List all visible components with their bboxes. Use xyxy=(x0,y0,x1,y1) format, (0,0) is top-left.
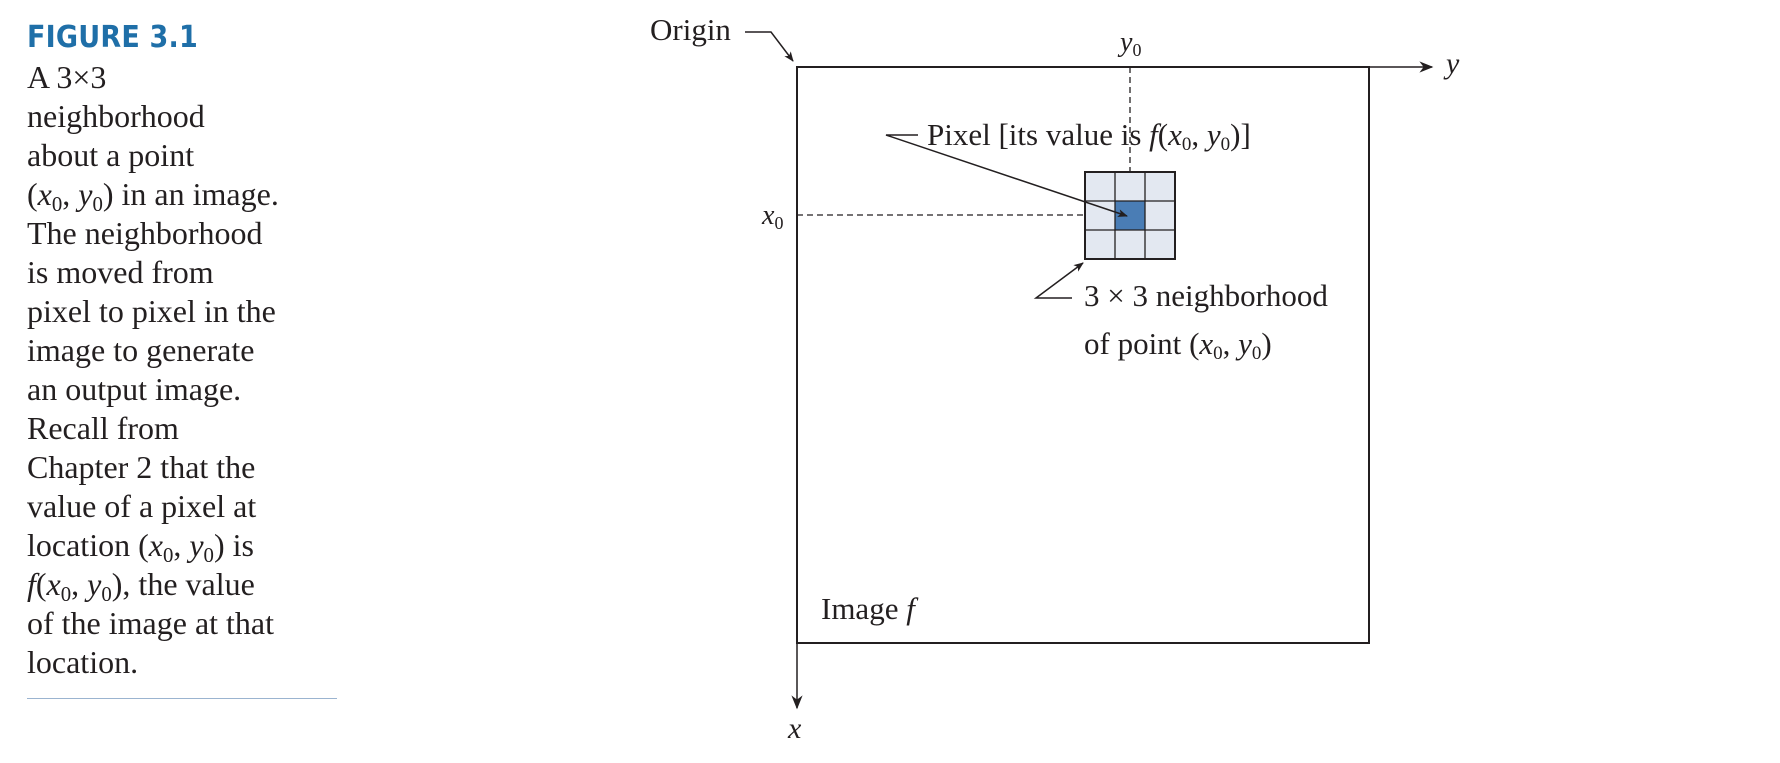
neighbor-pixel xyxy=(1145,201,1175,230)
neighbor-pixel xyxy=(1085,230,1115,259)
caption-line: The neighborhood xyxy=(27,215,263,251)
neighbor-pixel xyxy=(1145,230,1175,259)
pixel-leader xyxy=(885,134,1128,217)
neighbor-pixel xyxy=(1085,172,1115,201)
pixel-label: Pixel [its value is f(x0, y0)] xyxy=(927,117,1251,155)
neighborhood-label-line2: of point (x0, y0) xyxy=(1084,326,1272,364)
caption-line: f(x0, y0), the value xyxy=(27,566,255,606)
caption-line: A 3×3 xyxy=(27,59,107,95)
caption-line: location (x0, y0) is xyxy=(27,527,254,567)
x0-label: x0 xyxy=(761,200,783,233)
y0-label: y0 xyxy=(1117,27,1141,60)
caption-line: pixel to pixel in the xyxy=(27,293,276,329)
caption-line: image to generate xyxy=(27,332,255,368)
caption-line: value of a pixel at xyxy=(27,488,257,524)
x-axis-label: x xyxy=(787,712,802,745)
caption-rule xyxy=(27,698,337,699)
caption-text: A 3×3 neighborhood about a point (x0, y0… xyxy=(27,58,337,682)
neighborhood-label-line1: 3 × 3 neighborhood xyxy=(1084,278,1328,313)
caption-line: Recall from xyxy=(27,410,179,446)
image-label: Image f xyxy=(821,591,919,626)
neighborhood-leader xyxy=(1033,262,1084,299)
caption-line: Chapter 2 that the xyxy=(27,449,256,485)
origin-leader xyxy=(745,31,794,62)
origin-label: Origin xyxy=(650,12,731,47)
neighbor-pixel xyxy=(1145,172,1175,201)
caption-line: an output image. xyxy=(27,371,242,407)
y-axis-label: y xyxy=(1443,47,1460,80)
neighbor-pixel xyxy=(1085,201,1115,230)
neighborhood-grid xyxy=(1084,171,1176,260)
caption-line: neighborhood xyxy=(27,98,205,134)
caption-line: about a point xyxy=(27,137,195,173)
image-frame xyxy=(796,66,1370,644)
figure-caption: FIGURE 3.1 A 3×3 neighborhood about a po… xyxy=(27,18,337,682)
caption-line: of the image at that xyxy=(27,605,275,641)
neighbor-pixel xyxy=(1115,172,1145,201)
caption-line: is moved from xyxy=(27,254,214,290)
center-pixel xyxy=(1115,201,1145,230)
caption-line: location. xyxy=(27,644,139,680)
neighbor-pixel xyxy=(1115,230,1145,259)
caption-line: (x0, y0) in an image. xyxy=(27,176,279,216)
figure-label: FIGURE 3.1 xyxy=(27,20,198,55)
